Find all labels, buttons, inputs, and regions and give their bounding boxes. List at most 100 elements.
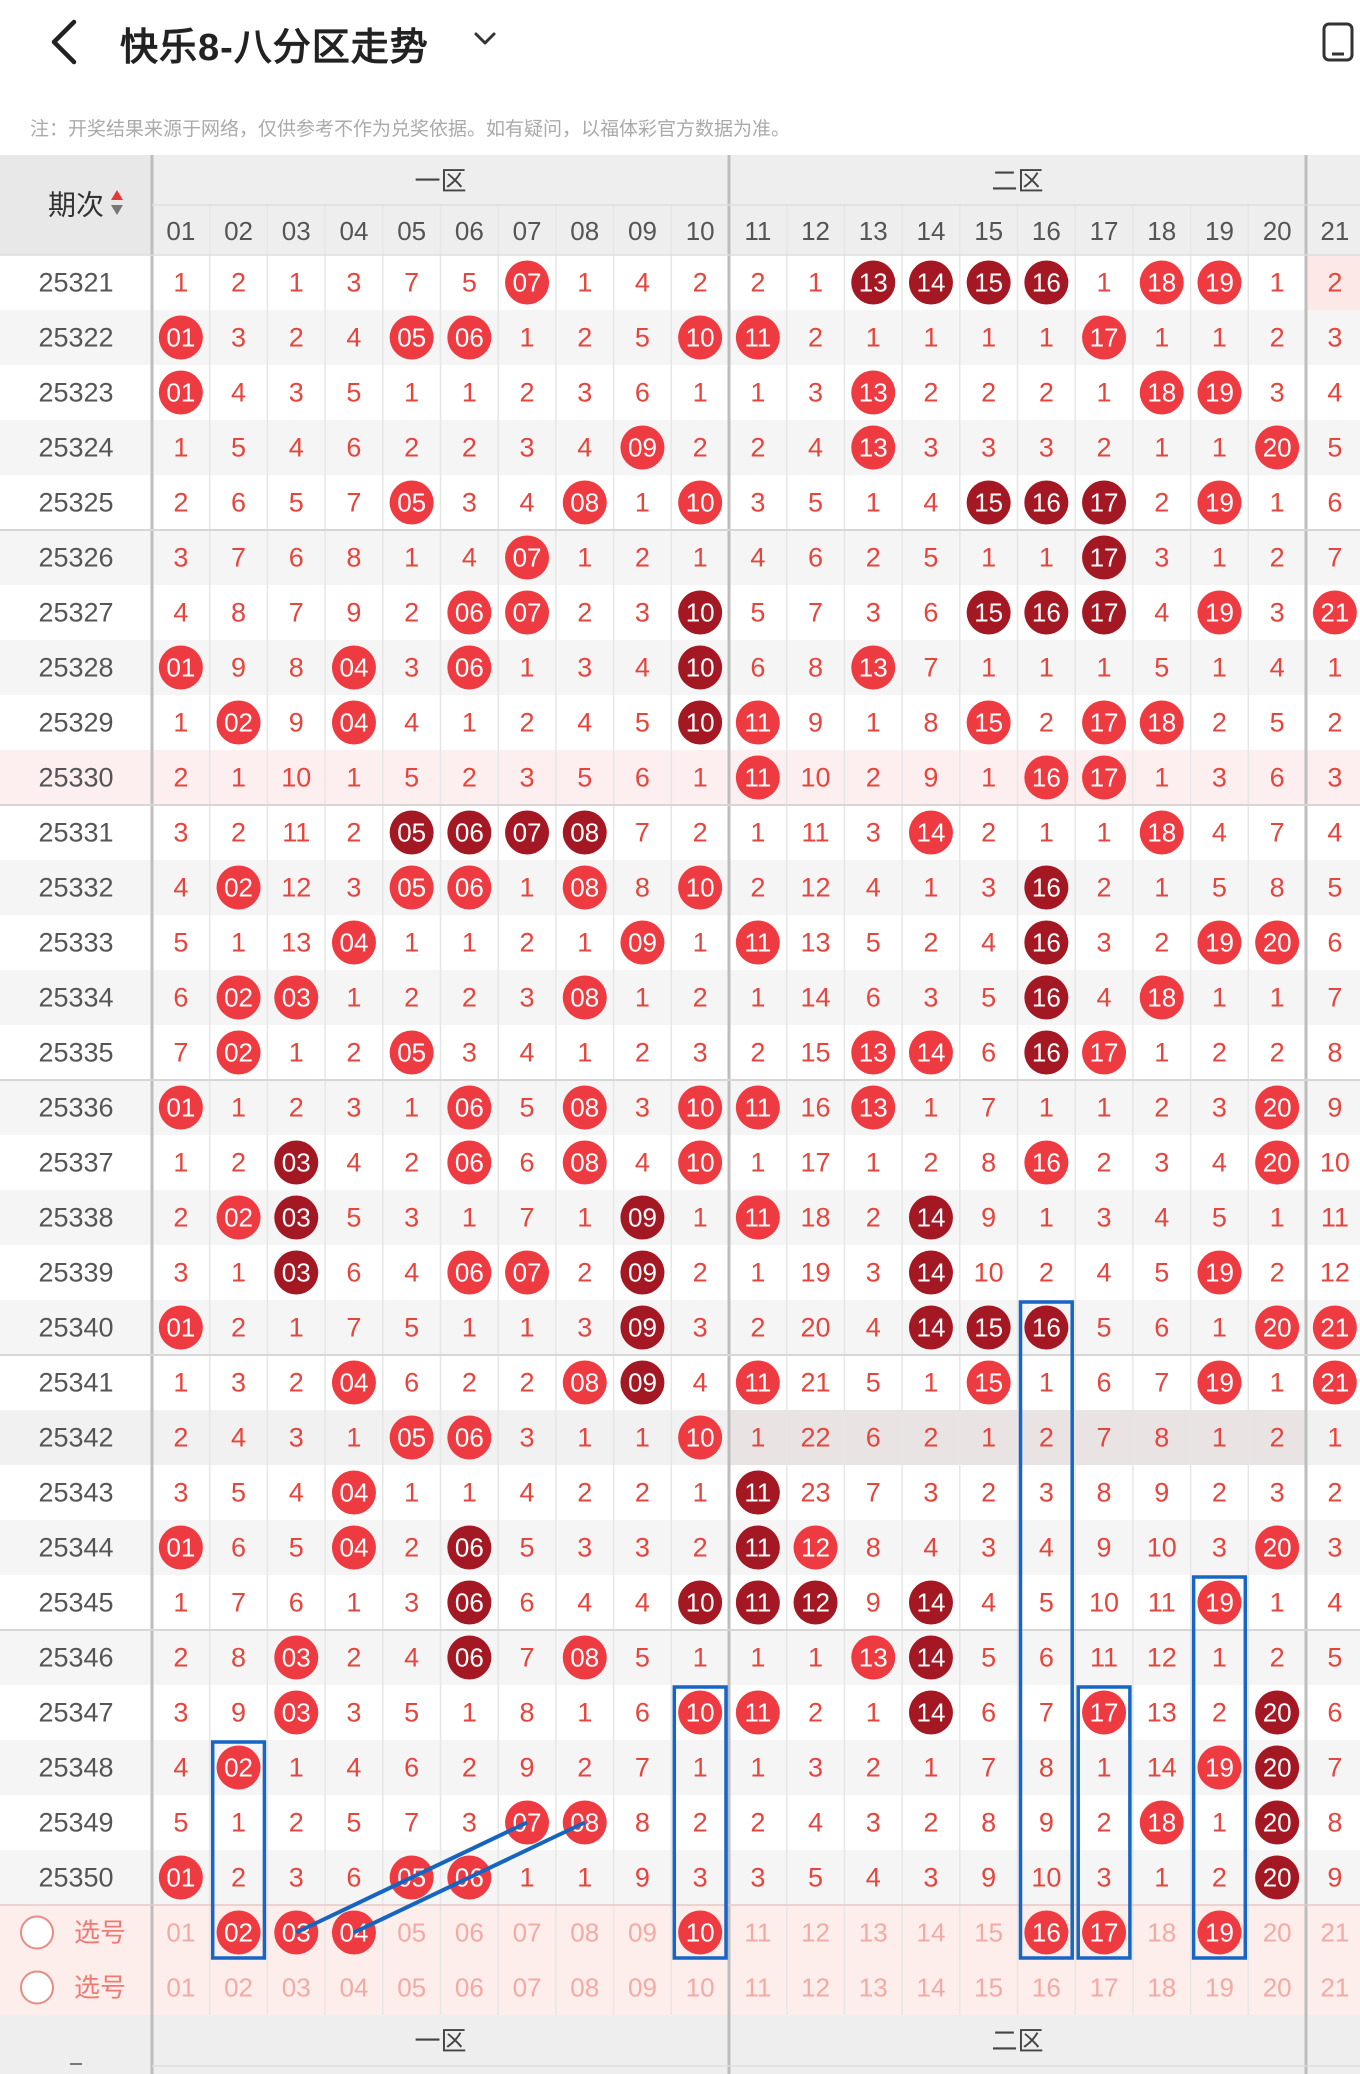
miss-count: 3 <box>693 1313 708 1343</box>
selectable-number[interactable]: 14 <box>916 1973 945 2003</box>
chevron-down-icon[interactable] <box>470 24 500 54</box>
selectable-number[interactable]: 05 <box>397 1918 426 1948</box>
hit-number: 19 <box>1205 488 1234 518</box>
select-label[interactable]: 选号 <box>74 1973 126 2003</box>
selectable-number[interactable]: 06 <box>455 1973 484 2003</box>
selectable-number[interactable]: 06 <box>455 1918 484 1948</box>
selectable-number[interactable]: 04 <box>339 1973 368 2003</box>
selectable-number[interactable]: 12 <box>801 1973 830 2003</box>
hit-ball <box>158 645 203 690</box>
selectable-number[interactable]: 21 <box>1320 1918 1349 1948</box>
hit-ball <box>735 315 780 360</box>
period-header[interactable]: 期次 <box>48 190 104 221</box>
selected-ball[interactable] <box>1197 1910 1242 1955</box>
hit-number: 20 <box>1263 1808 1292 1838</box>
selectable-number[interactable]: 17 <box>1090 1973 1119 2003</box>
selectable-number[interactable]: 20 <box>1263 1918 1292 1948</box>
selectable-number[interactable]: 13 <box>859 1973 888 2003</box>
selectable-number[interactable]: 09 <box>628 1973 657 2003</box>
selectable-number[interactable]: 07 <box>513 1918 542 1948</box>
selected-number[interactable]: 16 <box>1032 1918 1061 1948</box>
hit-number: 14 <box>916 818 945 848</box>
selected-number[interactable]: 17 <box>1090 1918 1119 1948</box>
selectable-number[interactable]: 10 <box>686 1973 715 2003</box>
hit-number: 10 <box>686 323 715 353</box>
selectable-number[interactable]: 13 <box>859 1918 888 1948</box>
sort-up-icon[interactable] <box>111 190 123 200</box>
miss-count: 1 <box>750 1423 765 1453</box>
selectable-number[interactable]: 21 <box>1320 1973 1349 2003</box>
miss-count: 1 <box>693 1753 708 1783</box>
miss-count: 6 <box>750 653 765 683</box>
selectable-number[interactable]: 07 <box>513 1973 542 2003</box>
hit-ball <box>1082 1030 1127 1075</box>
miss-count: 2 <box>923 1148 938 1178</box>
selected-ball[interactable] <box>678 1910 723 1955</box>
selectable-number[interactable]: 20 <box>1263 1973 1292 2003</box>
hit-ball <box>908 1305 953 1350</box>
miss-count: 2 <box>346 818 361 848</box>
hit-number: 03 <box>282 1698 311 1728</box>
miss-count: 3 <box>1212 763 1227 793</box>
hit-ball <box>562 1085 607 1130</box>
hit-number: 08 <box>570 818 599 848</box>
selectable-number[interactable]: 11 <box>744 1918 771 1948</box>
select-radio[interactable] <box>20 1970 54 2005</box>
selected-number[interactable]: 19 <box>1205 1918 1234 1948</box>
selectable-number[interactable]: 08 <box>570 1973 599 2003</box>
selectable-number[interactable]: 01 <box>166 1973 195 2003</box>
selected-ball[interactable] <box>1082 1910 1127 1955</box>
selected-number[interactable]: 10 <box>686 1918 715 1948</box>
selectable-number[interactable]: 02 <box>224 1973 253 2003</box>
cell-highlight <box>1306 255 1360 310</box>
selectable-number[interactable]: 19 <box>1205 1973 1234 2003</box>
selected-ball[interactable] <box>216 1910 261 1955</box>
miss-count: 1 <box>520 1863 535 1893</box>
selectable-number[interactable]: 08 <box>570 1918 599 1948</box>
column-header-09: 09 <box>628 216 657 246</box>
hit-ball <box>1312 590 1357 635</box>
hit-ball <box>331 700 376 745</box>
hit-number: 06 <box>455 1588 484 1618</box>
period-label: 25326 <box>38 543 113 573</box>
device-rotate-icon[interactable] <box>1318 20 1360 64</box>
selectable-number[interactable]: 12 <box>801 1918 830 1948</box>
miss-count: 1 <box>346 1588 361 1618</box>
selectable-number[interactable]: 14 <box>916 1918 945 1948</box>
selectable-number[interactable]: 01 <box>166 1918 195 1948</box>
sort-down-icon[interactable] <box>111 205 123 215</box>
selectable-number[interactable]: 18 <box>1147 1918 1176 1948</box>
back-arrow-icon[interactable] <box>40 14 90 70</box>
hit-number: 20 <box>1263 1313 1292 1343</box>
hit-ball <box>1255 1525 1300 1570</box>
selectable-number[interactable]: 03 <box>282 1973 311 2003</box>
miss-count: 1 <box>923 873 938 903</box>
miss-count: 1 <box>1212 323 1227 353</box>
selectable-number[interactable]: 09 <box>628 1918 657 1948</box>
selected-ball[interactable] <box>1024 1910 1069 1955</box>
hit-ball <box>274 1250 319 1295</box>
hit-number: 02 <box>224 983 253 1013</box>
miss-count: 7 <box>1327 1753 1342 1783</box>
selectable-number[interactable]: 15 <box>974 1918 1003 1948</box>
miss-count: 10 <box>1147 1533 1177 1563</box>
hit-number: 14 <box>916 1588 945 1618</box>
select-label[interactable]: 选号 <box>74 1918 126 1948</box>
miss-count: 2 <box>750 433 765 463</box>
selectable-number[interactable]: 11 <box>744 1973 771 2003</box>
selectable-number[interactable]: 18 <box>1147 1973 1176 2003</box>
hit-number: 16 <box>1032 1038 1061 1068</box>
select-radio[interactable] <box>20 1915 54 1950</box>
hit-ball <box>1255 1690 1300 1735</box>
miss-count: 8 <box>346 543 361 573</box>
miss-count: 6 <box>866 1423 881 1453</box>
miss-count: 5 <box>1212 1203 1227 1233</box>
selected-number[interactable]: 02 <box>224 1918 253 1948</box>
miss-count: 8 <box>923 708 938 738</box>
selectable-number[interactable]: 15 <box>974 1973 1003 2003</box>
selectable-number[interactable]: 05 <box>397 1973 426 2003</box>
selectable-number[interactable]: 16 <box>1032 1973 1061 2003</box>
hit-ball <box>1255 920 1300 965</box>
hit-ball <box>908 260 953 305</box>
